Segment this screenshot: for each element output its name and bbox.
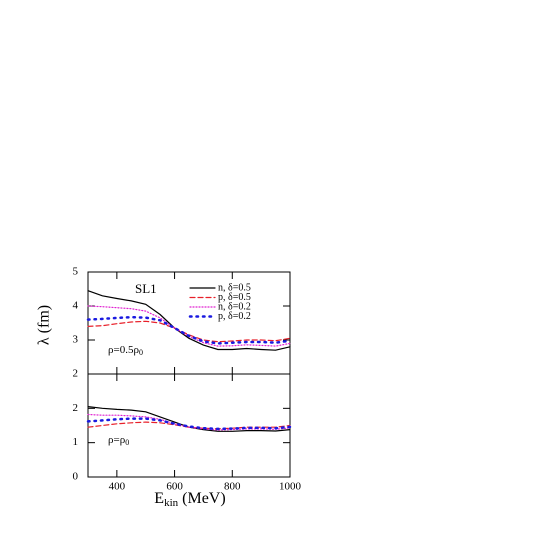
legend-label: p, δ=0.5 [218,292,251,303]
x-label-sub: kin [164,497,179,509]
x-label-rest: (MeV) [178,490,226,507]
series-line [86,417,292,431]
y-tick-label: 0 [73,471,79,483]
legend-label: p, δ=0.2 [218,311,251,322]
annotation-text: SL1 [135,281,157,296]
annotation: ρ=ρ0 [108,434,129,447]
x-tick-label: 600 [166,481,183,493]
x-tick-label: 800 [224,481,241,493]
annotation-text: ρ=ρ [108,434,126,446]
x-label-text: E [154,490,164,507]
x-tick-label: 400 [109,481,126,493]
y-tick-label: 3 [73,334,79,346]
annotation-text: ρ=0.5ρ [108,344,139,356]
series-line [87,413,291,431]
y-tick-label: 5 [73,266,79,278]
y-tick-label: 4 [73,300,79,312]
plot-frame [87,373,291,478]
y-axis-label: λ (fm) [36,305,53,345]
series-line [86,315,292,345]
plot-frame [87,271,291,375]
x-tick-label: 1000 [279,481,302,493]
y-tick-label: 2 [73,368,79,380]
legend-label: n, δ=0.2 [218,301,251,312]
annotation-sub: 0 [139,348,143,357]
series-line [87,421,291,430]
annotation: ρ=0.5ρ0 [108,344,143,357]
series-line [87,290,291,351]
legend-label: n, δ=0.5 [218,282,251,293]
annotation: SL1 [135,281,157,296]
annotation-sub: 0 [125,438,129,447]
y-tick-label: 1 [73,436,79,448]
y-tick-label: 2 [73,402,79,414]
x-axis-label: Ekin (MeV) [154,490,225,509]
